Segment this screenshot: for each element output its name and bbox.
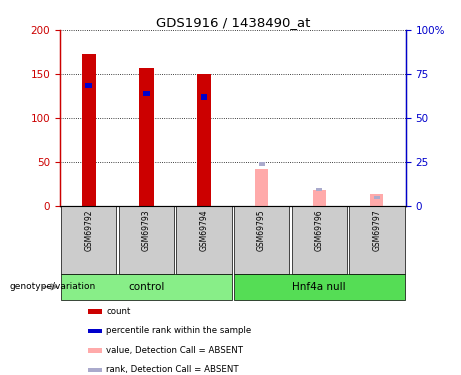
Bar [176, 206, 231, 274]
Text: control: control [128, 282, 165, 292]
Text: count: count [106, 307, 130, 316]
Text: GSM69793: GSM69793 [142, 210, 151, 251]
Text: value, Detection Call = ABSENT: value, Detection Call = ABSENT [106, 346, 243, 355]
Bar [316, 188, 322, 191]
Bar [61, 274, 231, 300]
Bar [88, 368, 102, 372]
Text: rank, Detection Call = ABSENT: rank, Detection Call = ABSENT [106, 365, 239, 374]
Text: genotype/variation: genotype/variation [9, 282, 95, 291]
Bar [88, 309, 102, 314]
Bar [255, 169, 268, 206]
Text: GSM69794: GSM69794 [200, 210, 208, 251]
Bar [291, 206, 347, 274]
Text: GSM69797: GSM69797 [372, 210, 381, 251]
Bar [197, 74, 211, 206]
Bar [313, 190, 326, 206]
Text: GSM69796: GSM69796 [315, 210, 324, 251]
Bar [88, 328, 102, 333]
Bar [349, 206, 405, 274]
Bar [143, 91, 150, 96]
Bar [259, 162, 265, 166]
Text: percentile rank within the sample: percentile rank within the sample [106, 326, 252, 335]
Bar [234, 206, 290, 274]
Bar [118, 206, 174, 274]
Bar [234, 274, 405, 300]
Bar [374, 196, 380, 199]
Text: GSM69792: GSM69792 [84, 210, 93, 251]
Bar [370, 194, 384, 206]
Text: GSM69795: GSM69795 [257, 210, 266, 251]
Bar [139, 68, 154, 206]
Bar [201, 94, 207, 100]
Text: Hnf4a null: Hnf4a null [292, 282, 346, 292]
Title: GDS1916 / 1438490_at: GDS1916 / 1438490_at [156, 16, 310, 29]
Bar [85, 83, 92, 88]
Bar [82, 54, 96, 206]
Bar [61, 206, 116, 274]
Bar [88, 348, 102, 352]
